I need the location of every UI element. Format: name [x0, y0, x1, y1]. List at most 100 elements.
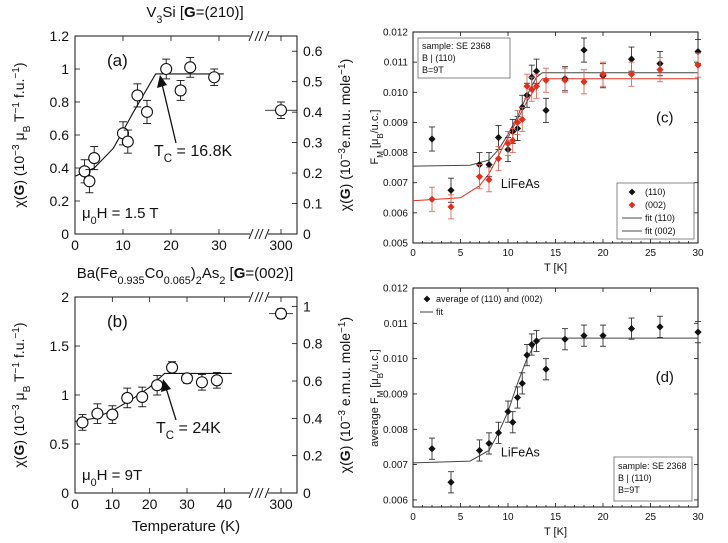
field-label-part: 0 — [91, 477, 97, 489]
data-point — [131, 89, 144, 102]
panel-b-title-part: 0.065 — [164, 275, 191, 287]
tc-label-part: = 16.8K — [172, 143, 232, 160]
axis-break-mark-gap — [260, 291, 268, 303]
axis-break-mark-stroke — [264, 30, 270, 42]
data-point — [513, 393, 522, 402]
y2-tick-label: 0.8 — [303, 336, 323, 352]
y-axis-label-part: B — [376, 373, 385, 378]
axis-break-mark-stroke — [258, 291, 264, 303]
x-tick-label: 20 — [142, 496, 158, 512]
fit-curve — [412, 78, 698, 202]
y2-axis-label-part: ) (10 — [337, 421, 353, 450]
y-tick-label: 1.5 — [50, 338, 70, 354]
data-point — [542, 365, 550, 373]
y-axis-label-part: B — [22, 125, 33, 132]
field-label-part: 0 — [91, 215, 97, 227]
x-axis-label: Temperature (K) — [132, 518, 240, 535]
data-point — [106, 408, 119, 421]
data-point — [523, 82, 531, 90]
data-point — [504, 139, 512, 148]
y-axis-label-part: T — [11, 113, 27, 126]
y-axis-label-part: [μ — [369, 139, 381, 151]
data-point — [447, 203, 455, 211]
data-point — [428, 135, 436, 143]
y-axis-label-part: −3 — [11, 404, 22, 416]
y-tick-label: 0 — [61, 226, 69, 242]
data-point — [174, 84, 187, 97]
field-label-part: H = 9T — [97, 467, 142, 484]
y-axis-label-part: χ( — [11, 455, 27, 467]
data-point — [208, 71, 221, 84]
field-label: μ0H = 9T — [82, 467, 142, 489]
data-point — [694, 328, 702, 336]
field-label-part: μ — [82, 205, 91, 222]
data-point — [561, 335, 569, 343]
data-point — [532, 82, 541, 90]
y-axis-label: χ(G) (10−3 μB T−1 f.u.−1) — [11, 322, 33, 467]
y2-tick-label: 0.4 — [303, 410, 323, 426]
data-point — [532, 337, 541, 345]
panel-a-title: V3Si [G=(210)] — [146, 4, 243, 26]
axis-break-mark-stroke — [248, 228, 254, 240]
x-tick-label: 15 — [550, 248, 562, 259]
tc-label-part: C — [164, 153, 172, 165]
y-tick-label: 0.6 — [50, 127, 70, 143]
data-point — [627, 325, 636, 333]
field-label-part: H = 1.5 T — [97, 205, 159, 222]
y-axis-label-part: μ — [11, 132, 27, 144]
y-axis-label-part: ) (10 — [11, 156, 27, 185]
y-tick-label: 0.007 — [383, 460, 408, 471]
panel-b-title-part: As — [202, 265, 220, 282]
y2-axis-label-part: −1 — [337, 63, 348, 75]
x-tick-label: 0 — [71, 237, 79, 253]
y-axis-label-part: /u.c.] — [369, 110, 381, 134]
y-axis-label: average FM [μB/u.c.] — [369, 349, 385, 447]
axis-break-mark-stroke — [254, 291, 260, 303]
x-tick-label: 30 — [692, 512, 704, 523]
y2-axis-label-part: ) — [337, 317, 353, 322]
y-tick-label: 0.010 — [383, 354, 408, 365]
y2-axis-label: χ(G) (10−3e.m.u. mole−1) — [337, 59, 354, 212]
x-tick-label: 300 — [269, 237, 293, 253]
x-tick-label: 25 — [645, 248, 657, 259]
panel-a-title-part: =(210)] — [196, 4, 244, 21]
data-point — [494, 429, 503, 437]
axis-break-mark-gap — [260, 487, 268, 499]
axis-break-mark-stroke — [248, 487, 254, 499]
y-tick-label: 0.007 — [383, 178, 408, 189]
y-tick-label: 0.5 — [50, 436, 70, 452]
panel-b-title-part: 2 — [196, 275, 202, 287]
panel-a-title-part: Si [ — [162, 4, 185, 21]
panel-label: (b) — [107, 312, 128, 331]
axis-break-mark-stroke — [248, 30, 254, 42]
y-tick-label: 0.012 — [383, 28, 408, 39]
data-point — [91, 407, 104, 420]
data-point — [518, 379, 526, 387]
sample-info-text: B | (110) — [422, 53, 456, 63]
y-tick-label: 0.4 — [50, 160, 70, 176]
legend-label: average of (110) and (002) — [436, 294, 542, 304]
data-point — [599, 332, 607, 340]
y-tick-label: 2 — [61, 289, 69, 305]
sample-info-text: B=9T — [422, 65, 444, 75]
axis-break-mark-gap — [250, 487, 258, 499]
y-axis-label: χ(G) (10−3 μB T−1 f.u.−1) — [11, 62, 33, 207]
y-tick-label: 0.012 — [383, 284, 408, 295]
axis-break-mark — [248, 487, 260, 499]
y-tick-label: 0.005 — [383, 239, 408, 250]
y-tick-label: 0.2 — [50, 193, 70, 209]
y-tick-label: 0.009 — [383, 389, 408, 400]
axis-break-mark-gap — [260, 228, 268, 240]
y2-tick-label: 0.3 — [303, 135, 323, 151]
legend-label: (110) — [645, 187, 665, 197]
axis-break-mark-stroke — [254, 228, 260, 240]
data-point — [513, 118, 522, 127]
y-axis-label-part: M — [376, 151, 385, 158]
y-axis-label-part: −1 — [11, 362, 22, 374]
data-point — [121, 135, 134, 148]
tc-label: TC = 24K — [156, 420, 221, 442]
x-axis-label: T [K] — [544, 526, 567, 538]
data-point — [76, 416, 89, 429]
y2-tick-label: 0.2 — [303, 448, 323, 464]
